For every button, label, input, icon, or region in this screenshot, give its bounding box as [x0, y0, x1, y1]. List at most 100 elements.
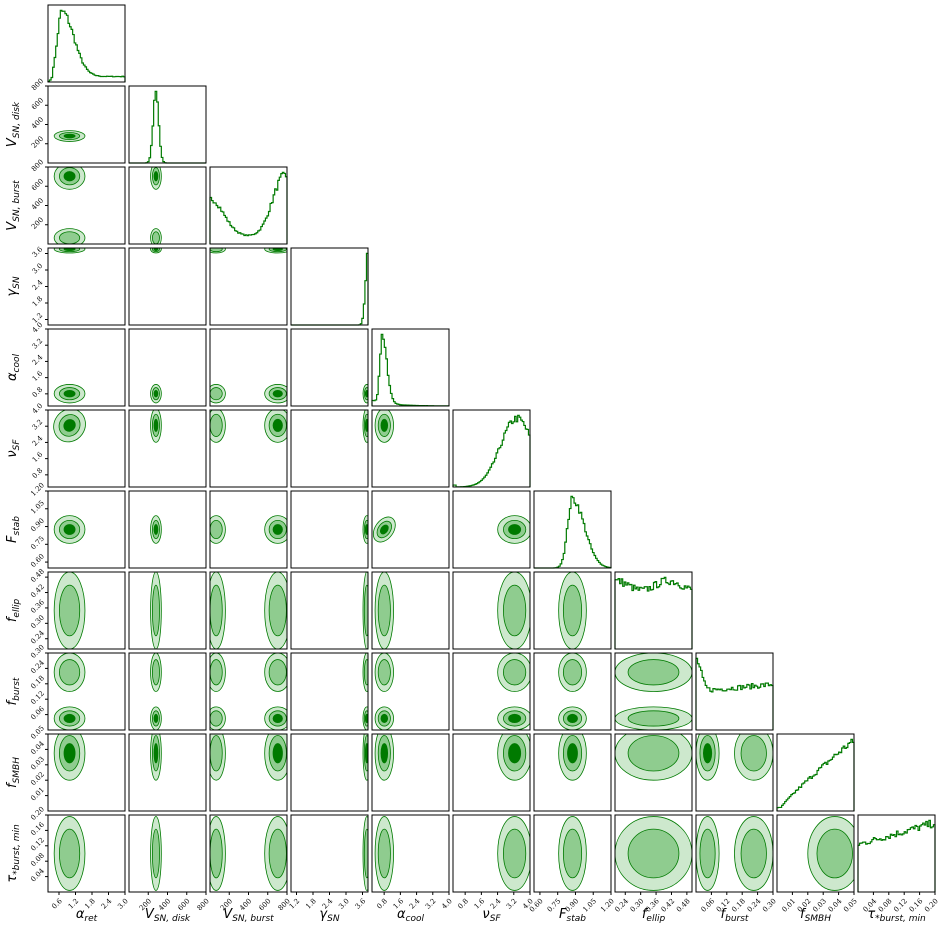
contour-alpha_ret-vs-gamma_SN: [47, 247, 126, 326]
contour-level-2: [151, 584, 160, 637]
contour-V_SN_burst-vs-f_SMBH: [209, 733, 288, 812]
y-axis-label: τ*burst, min: [5, 824, 22, 883]
panel-frame: [128, 247, 207, 326]
y-tick-label: 4.0: [31, 402, 45, 416]
panel-frame: [128, 409, 207, 488]
y-tick-label: 0.8: [31, 467, 45, 481]
panel-frame: [128, 166, 207, 245]
contour-V_SN_disk-vs-gamma_SN: [128, 247, 207, 326]
panel-frame: [533, 733, 612, 812]
histogram-alpha_ret: [47, 4, 126, 83]
x-tick-label: 0.20: [923, 897, 940, 914]
panel-frame: [290, 247, 369, 326]
y-tick-label: 1.05: [29, 499, 46, 516]
x-axis-label: αcool: [397, 907, 425, 924]
x-tick-label: 0.24: [746, 897, 763, 914]
y-tick-label: 0.12: [29, 689, 46, 706]
x-tick-label: 3.0: [116, 897, 130, 911]
contour-F_stab-vs-tau_burst_min: [533, 814, 612, 893]
y-tick-label: 0.06: [29, 704, 46, 721]
y-tick-label: 0.03: [29, 755, 46, 772]
contour-gamma_SN-vs-nu_SF: [290, 409, 369, 488]
histogram-f_burst: [695, 652, 774, 731]
panel-frame: [290, 571, 369, 650]
contour-level-2: [268, 659, 287, 686]
y-tick-label: 2.4: [31, 353, 45, 367]
contour-f_ellip-vs-f_burst: [614, 652, 693, 731]
panel-frame: [209, 733, 288, 812]
histogram-F_stab: [533, 490, 612, 569]
y-axis-f_SMBH: 0.010.020.030.040.05 fSMBH: [5, 724, 48, 803]
contour-f_burst-vs-tau_burst_min: [695, 814, 774, 893]
y-tick-label: 0.18: [29, 674, 46, 691]
y-tick-label: 800: [30, 77, 45, 92]
panel-frame: [533, 490, 612, 569]
x-tick-label: 3.2: [424, 897, 438, 911]
x-tick-label: 0.08: [877, 897, 894, 914]
contour-level-3: [567, 743, 578, 764]
contour-level-2: [562, 584, 583, 637]
contour-level-2: [503, 828, 527, 879]
x-tick-label: 1.8: [83, 897, 97, 911]
x-axis-label: fellip: [642, 907, 666, 924]
contour-V_SN_disk-vs-alpha_cool: [128, 328, 207, 407]
panel-frame: [695, 652, 774, 731]
y-axis-label: fSMBH: [5, 757, 22, 788]
panel-frame: [290, 328, 369, 407]
contour-V_SN_burst-vs-nu_SF: [209, 409, 288, 488]
contour-gamma_SN-vs-F_stab: [290, 490, 369, 569]
contour-level-3: [153, 171, 159, 182]
histogram-line: [371, 333, 450, 407]
contour-f_burst-vs-f_SMBH: [695, 733, 774, 812]
y-axis-label: Fstab: [5, 516, 22, 543]
x-tick-label: 800: [196, 897, 211, 912]
contour-level-3: [364, 713, 368, 724]
panel-frame: [47, 733, 126, 812]
contour-level-3: [364, 418, 368, 432]
panel-frame: [209, 652, 288, 731]
y-tick-label: 1.8: [31, 295, 45, 309]
contour-level-2: [503, 584, 527, 637]
contour-level-3: [63, 743, 76, 764]
contour-level-2: [58, 231, 81, 244]
panel-frame: [128, 733, 207, 812]
x-axis-label: Fstab: [559, 907, 586, 924]
contour-level-3: [153, 713, 159, 724]
panel-frame: [857, 814, 936, 893]
x-tick-label: 0.05: [842, 897, 859, 914]
x-tick-label: 1.2: [288, 897, 302, 911]
contour-level-3: [63, 133, 76, 139]
contour-level-2: [377, 584, 391, 637]
contour-level-2: [562, 828, 583, 879]
panel-frame: [209, 247, 288, 326]
contour-alpha_ret-vs-f_ellip: [47, 571, 126, 650]
contour-level-2: [268, 828, 287, 879]
panel-frame: [776, 733, 855, 812]
contour-level-2: [363, 828, 368, 879]
contour-level-2: [363, 659, 368, 686]
panel-frame: [371, 571, 450, 650]
y-tick-label: 200: [30, 135, 45, 150]
histogram-V_SN_disk: [128, 85, 207, 164]
y-tick-label: 0.8: [31, 386, 45, 400]
contour-level-2: [627, 659, 680, 686]
contour-level-3: [567, 713, 578, 724]
contour-nu_SF-vs-tau_burst_min: [452, 814, 531, 893]
contour-level-2: [210, 584, 223, 637]
histogram-line: [695, 657, 774, 730]
contour-level-2: [627, 735, 680, 772]
contour-level-3: [379, 524, 389, 535]
y-tick-label: 0.05: [29, 724, 46, 741]
y-tick-label: 0.90: [29, 517, 46, 534]
x-axis-label: τ*burst, min: [867, 907, 926, 924]
contour-level-2: [210, 828, 223, 879]
contour-alpha_ret-vs-f_burst: [47, 652, 126, 731]
x-tick-label: 3.2: [505, 897, 519, 911]
panel-frame: [533, 652, 612, 731]
x-tick-label: 400: [157, 897, 172, 912]
